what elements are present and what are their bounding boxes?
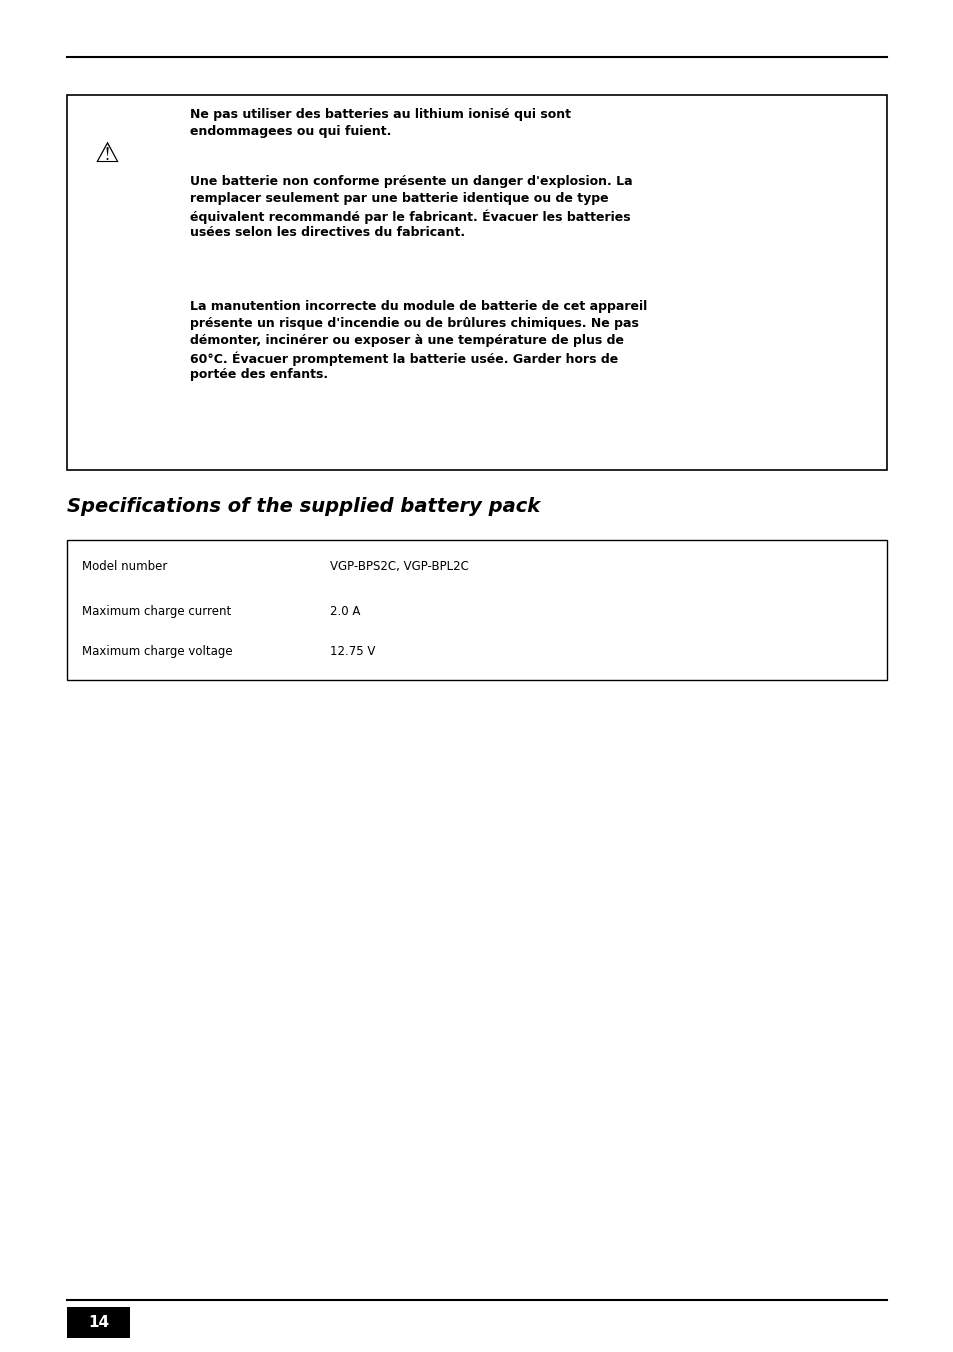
Bar bbox=[67, 95, 886, 470]
Text: 12.75 V: 12.75 V bbox=[330, 645, 375, 658]
Text: Specifications of the supplied battery pack: Specifications of the supplied battery p… bbox=[67, 498, 539, 516]
Bar bbox=[67, 1307, 130, 1338]
Text: Maximum charge voltage: Maximum charge voltage bbox=[82, 645, 233, 658]
Text: usées selon les directives du fabricant.: usées selon les directives du fabricant. bbox=[190, 226, 465, 239]
Text: ⚠: ⚠ bbox=[94, 141, 119, 168]
Text: 2.0 A: 2.0 A bbox=[330, 604, 360, 618]
Text: Model number: Model number bbox=[82, 560, 167, 573]
Text: La manutention incorrecte du module de batterie de cet appareil: La manutention incorrecte du module de b… bbox=[190, 300, 646, 314]
Text: VGP-BPS2C, VGP-BPL2C: VGP-BPS2C, VGP-BPL2C bbox=[330, 560, 468, 573]
Text: équivalent recommandé par le fabricant. Évacuer les batteries: équivalent recommandé par le fabricant. … bbox=[190, 210, 630, 223]
Bar bbox=[67, 539, 886, 680]
Text: présente un risque d'incendie ou de brûlures chimiques. Ne pas: présente un risque d'incendie ou de brûl… bbox=[190, 316, 639, 330]
Text: démonter, incinérer ou exposer à une température de plus de: démonter, incinérer ou exposer à une tem… bbox=[190, 334, 623, 347]
Text: endommagees ou qui fuient.: endommagees ou qui fuient. bbox=[190, 124, 391, 138]
Text: 14: 14 bbox=[88, 1315, 109, 1330]
Text: Une batterie non conforme présente un danger d'explosion. La: Une batterie non conforme présente un da… bbox=[190, 174, 632, 188]
Text: remplacer seulement par une batterie identique ou de type: remplacer seulement par une batterie ide… bbox=[190, 192, 608, 206]
Text: Maximum charge current: Maximum charge current bbox=[82, 604, 231, 618]
Text: portée des enfants.: portée des enfants. bbox=[190, 368, 328, 381]
Text: Ne pas utiliser des batteries au lithium ionisé qui sont: Ne pas utiliser des batteries au lithium… bbox=[190, 108, 571, 120]
Text: 60°C. Évacuer promptement la batterie usée. Garder hors de: 60°C. Évacuer promptement la batterie us… bbox=[190, 352, 618, 365]
